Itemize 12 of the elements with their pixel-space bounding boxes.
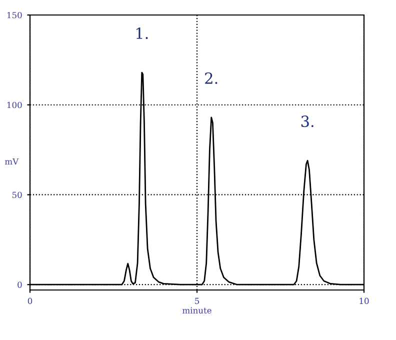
x-tick-label: 5	[195, 298, 200, 304]
y-tick-label: 50	[12, 192, 22, 198]
y-axis-title: mV	[4, 158, 19, 165]
x-tick-label: 10	[360, 298, 369, 304]
annotation: 2.	[205, 72, 218, 84]
y-tick-label: 100	[7, 102, 22, 108]
x-axis-title: minute	[182, 307, 212, 314]
y-tick-label: 0	[18, 282, 22, 288]
annotation: 1.	[136, 27, 148, 39]
x-tick-label: 0	[28, 298, 32, 304]
y-tick-label: 150	[7, 12, 22, 18]
annotation: 3.	[301, 116, 314, 128]
